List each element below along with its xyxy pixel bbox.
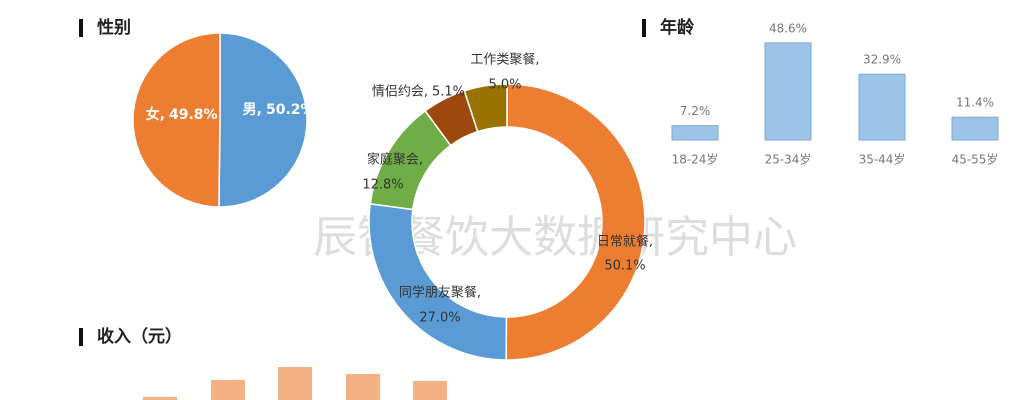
x-tick-label: 35-44岁 — [859, 152, 906, 167]
x-tick-label: 25-34岁 — [765, 152, 812, 167]
bar — [211, 380, 245, 400]
slice-label: 情侣约会, — [372, 85, 428, 100]
bar — [346, 374, 380, 400]
value-label: 5.0% — [488, 78, 521, 93]
value-label: 32.9% — [863, 53, 901, 67]
value-label: 50.2% — [266, 102, 315, 118]
section-title: 年龄 — [660, 17, 695, 38]
title-marker — [79, 328, 83, 346]
x-tick-label: 45-55岁 — [952, 152, 999, 167]
bar — [143, 397, 177, 400]
bar — [671, 125, 719, 141]
title-marker — [79, 19, 83, 37]
slice — [505, 83, 646, 361]
slice — [132, 32, 221, 208]
value-label: 11.4% — [956, 96, 994, 110]
slice — [463, 83, 508, 133]
bar — [951, 116, 999, 141]
slice-label: 同学朋友聚餐, — [399, 285, 481, 301]
value-label: 5.1% — [432, 85, 465, 100]
value-label: 48.6% — [769, 21, 807, 35]
value-label: 7.2% — [680, 104, 711, 118]
bar — [278, 367, 312, 400]
value-label: 27.0% — [419, 311, 460, 326]
slice-label: 家庭聚会, — [367, 152, 423, 168]
x-tick-label: 18-24岁 — [672, 152, 719, 167]
bar — [764, 42, 812, 141]
slice-label: 工作类聚餐, — [470, 52, 539, 68]
slice-label: 女, — [146, 106, 165, 123]
section-title: 收入（元） — [97, 326, 182, 347]
slice-label: 男, — [243, 102, 262, 118]
slice-label: 日常就餐, — [597, 234, 653, 250]
bar — [858, 73, 906, 141]
bar — [413, 381, 447, 400]
slice — [218, 32, 308, 208]
section-title: 性别 — [97, 17, 131, 38]
title-marker — [642, 19, 646, 37]
value-label: 49.8% — [169, 107, 218, 123]
value-label: 50.1% — [604, 259, 645, 274]
value-label: 12.8% — [362, 178, 403, 193]
